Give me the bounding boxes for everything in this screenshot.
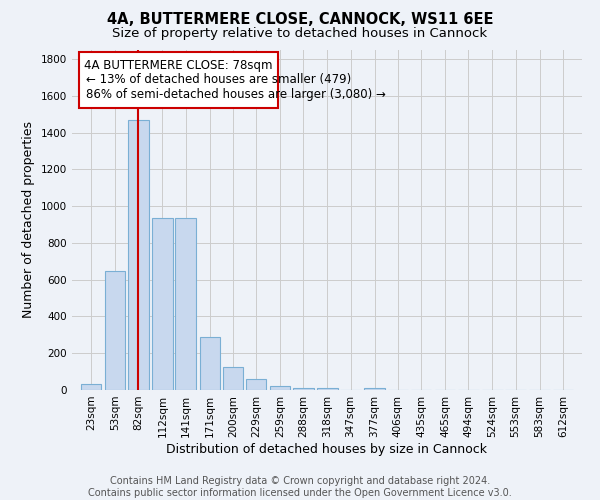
Bar (246, 379, 266, 390)
Bar (317, 388, 338, 390)
Text: 4A, BUTTERMERE CLOSE, CANNOCK, WS11 6EE: 4A, BUTTERMERE CLOSE, CANNOCK, WS11 6EE (107, 12, 493, 28)
Bar (81, 384, 101, 390)
Text: 86% of semi-detached houses are larger (3,080) →: 86% of semi-detached houses are larger (… (86, 88, 385, 101)
Text: Contains HM Land Registry data © Crown copyright and database right 2024.
Contai: Contains HM Land Registry data © Crown c… (88, 476, 512, 498)
Bar (105, 270, 125, 390)
Bar (223, 367, 243, 390)
Text: 4A BUTTERMERE CLOSE: 78sqm: 4A BUTTERMERE CLOSE: 78sqm (85, 59, 273, 72)
Bar (79, 52, 278, 108)
Y-axis label: Number of detached properties: Number of detached properties (22, 122, 35, 318)
Bar (293, 388, 314, 390)
Bar (175, 218, 196, 390)
Bar (152, 218, 173, 390)
Bar (199, 336, 220, 390)
Text: Size of property relative to detached houses in Cannock: Size of property relative to detached ho… (112, 28, 488, 40)
Bar (364, 388, 385, 390)
Bar (270, 386, 290, 390)
Bar (128, 120, 149, 390)
X-axis label: Distribution of detached houses by size in Cannock: Distribution of detached houses by size … (167, 442, 487, 456)
Text: ← 13% of detached houses are smaller (479): ← 13% of detached houses are smaller (47… (86, 74, 351, 86)
